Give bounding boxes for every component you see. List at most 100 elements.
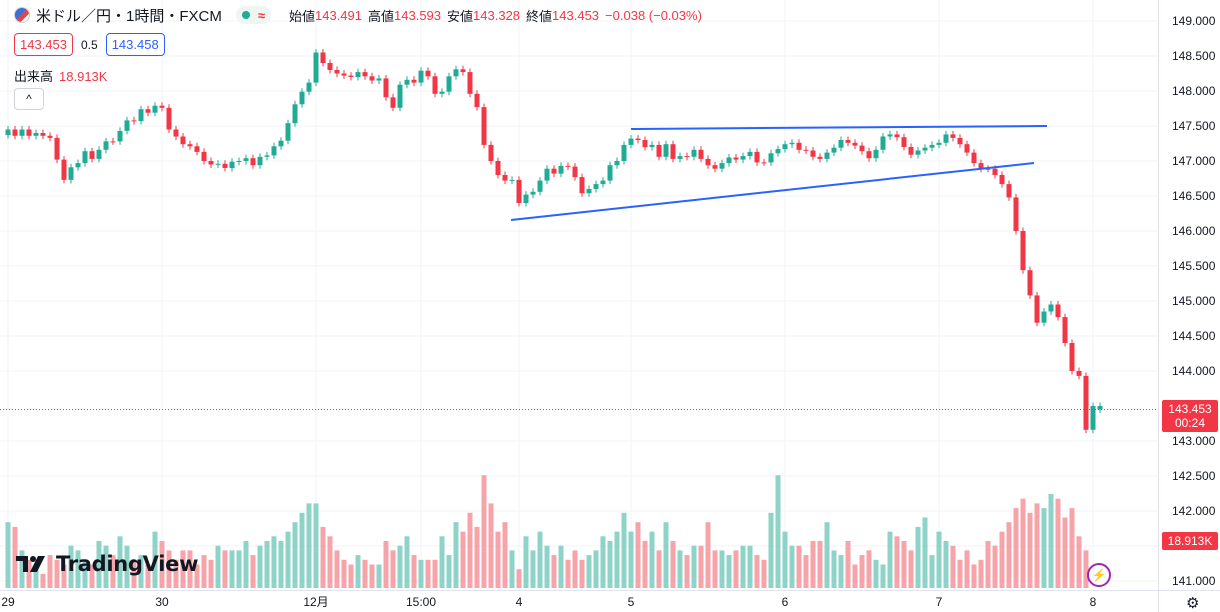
candle-body (698, 149, 704, 159)
volume-bar (572, 550, 578, 588)
volume-bar (243, 541, 249, 588)
candle-body (376, 78, 382, 81)
volume-bar (348, 564, 354, 588)
candle-body (922, 147, 928, 151)
candle-body (355, 72, 361, 77)
high-value: 143.593 (394, 7, 442, 23)
candle-body (131, 120, 137, 122)
volume-bar (82, 559, 88, 588)
volume-bar (208, 559, 214, 588)
sell-button[interactable]: 143.453 (14, 33, 73, 56)
volume-bar (796, 545, 802, 588)
volume-bar (320, 526, 326, 588)
candle-body (313, 52, 319, 83)
volume-bar (40, 573, 46, 588)
buy-button[interactable]: 143.458 (105, 33, 165, 56)
last-price-tag: 143.453 00:24 (1162, 400, 1218, 432)
volume-bar (663, 522, 669, 588)
candle-body (775, 149, 781, 154)
candle-body (887, 134, 893, 137)
collapse-legend-button[interactable]: ^ (14, 88, 44, 110)
volume-bar (180, 550, 186, 588)
price-tick-label: 148.500 (1172, 49, 1216, 63)
symbol-title[interactable]: 米ドル／円・1時間・FXCM (36, 7, 222, 25)
candle-body (565, 165, 571, 167)
lightning-icon[interactable]: ⚡ (1087, 563, 1111, 587)
volume-legend[interactable]: 出来高 18.913K (14, 66, 107, 85)
volume-bar (579, 559, 585, 588)
open-value: 143.491 (315, 7, 362, 23)
candle-body (425, 70, 431, 77)
volume-bar (299, 512, 305, 588)
volume-bar (166, 550, 172, 588)
candle-body (516, 179, 522, 203)
volume-bar (845, 541, 851, 588)
tradingview-logo[interactable]: TradingView (16, 552, 198, 576)
volume-bar (950, 545, 956, 588)
volume-bar (656, 550, 662, 588)
candle-body (467, 72, 473, 94)
volume-bar (12, 526, 18, 588)
tradingview-mark-icon (16, 556, 45, 572)
volume-bar (453, 522, 459, 588)
grid (0, 0, 1158, 590)
volume-bar (236, 550, 242, 588)
volume-bar (488, 503, 494, 588)
open-label: 始値 (288, 8, 315, 24)
candle-body (845, 140, 851, 143)
candle-body (369, 76, 375, 81)
candle-body (796, 142, 802, 150)
volume-bar (152, 531, 158, 588)
volume-bar (544, 545, 550, 588)
volume-bar (922, 517, 928, 588)
settings-gear-icon[interactable]: ⚙ (1186, 595, 1200, 612)
price-tick-label: 146.500 (1172, 189, 1216, 203)
volume-bar (684, 555, 690, 588)
support-trendline[interactable] (510, 162, 1035, 221)
volume-bar (754, 555, 760, 588)
volume-bar (1076, 536, 1082, 588)
volume-bar (411, 555, 417, 588)
volume-bar (439, 536, 445, 588)
volume-bar (698, 545, 704, 588)
volume-bar (334, 550, 340, 588)
volume-bar (1006, 522, 1012, 588)
volume-bar (712, 550, 718, 588)
volume-bar (124, 545, 130, 588)
candle-body (607, 165, 613, 181)
candle-body (110, 141, 116, 143)
volume-bar (117, 536, 123, 588)
market-status-pill[interactable]: ≈ (235, 6, 271, 24)
candle-body (453, 69, 459, 77)
candle-body (649, 144, 655, 147)
candle-body (397, 84, 403, 108)
candle-body (852, 142, 858, 146)
candle-body (572, 166, 578, 178)
volume-bar (446, 555, 452, 588)
volume-bar (523, 536, 529, 588)
volume-bar (5, 522, 11, 588)
candle-body (663, 144, 669, 157)
candle-body (320, 52, 326, 63)
candle-body (1013, 197, 1019, 231)
volume-bar (894, 536, 900, 588)
candle-body (754, 151, 760, 163)
price-tick-label: 147.000 (1172, 154, 1216, 168)
volume-bar (467, 512, 473, 588)
volume-bar (985, 541, 991, 588)
resistance-trendline[interactable] (630, 125, 1048, 130)
volume-bar (145, 564, 151, 588)
candle-body (908, 147, 914, 155)
close-value: 143.453 (552, 7, 600, 23)
candle-body (229, 161, 235, 168)
candle-body (1069, 343, 1075, 371)
candle-body (894, 134, 900, 138)
candle-body (334, 70, 340, 74)
candle-body (54, 137, 60, 160)
candle-body (292, 104, 298, 124)
candle-body (19, 129, 25, 136)
candle-body (257, 156, 263, 166)
volume-bar (383, 541, 389, 588)
tradingview-wordmark: TradingView (56, 552, 199, 576)
